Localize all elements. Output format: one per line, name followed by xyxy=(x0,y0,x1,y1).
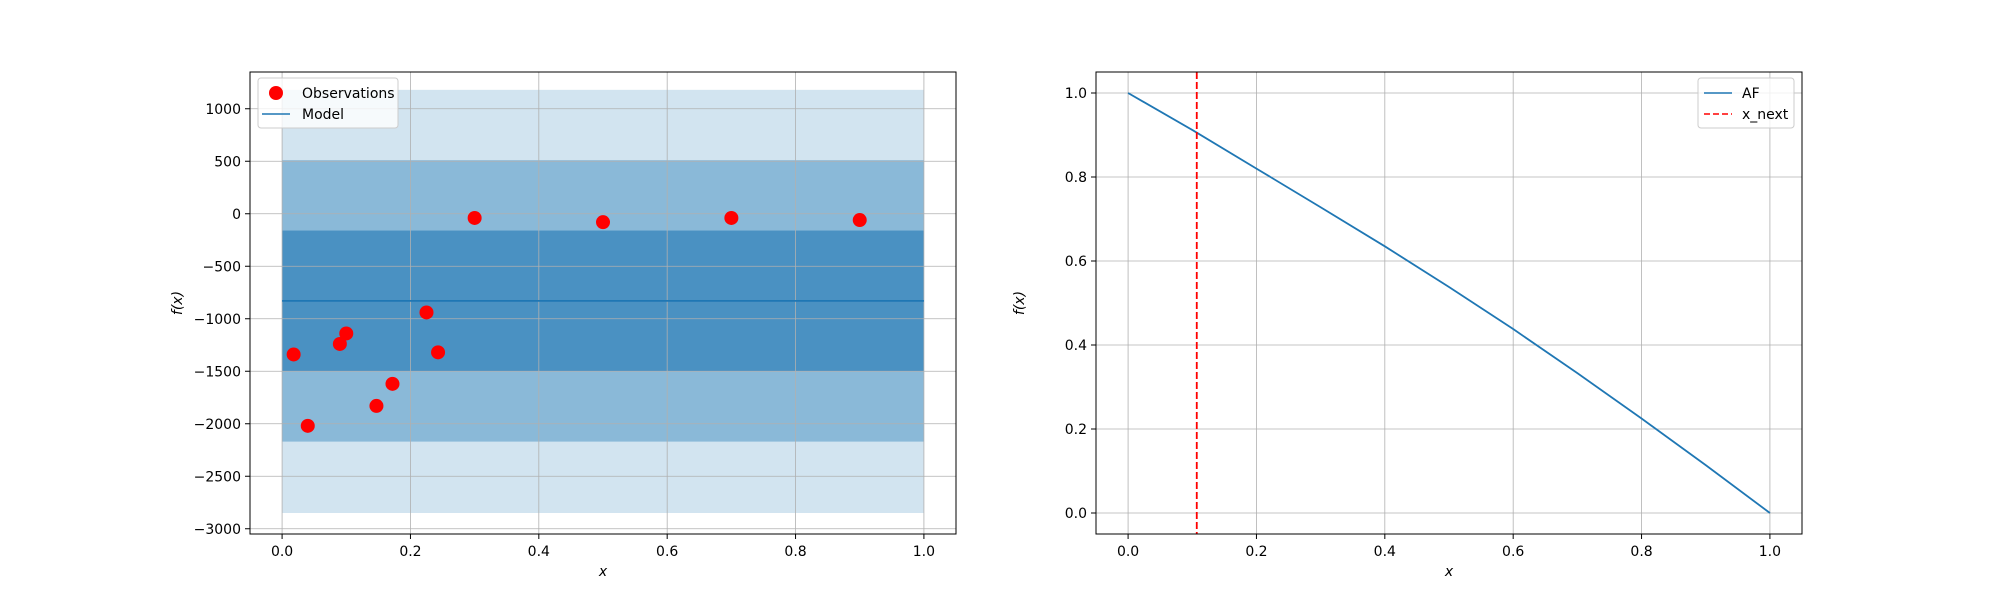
y-tick-label: 0.0 xyxy=(1065,506,1087,522)
x-tick-label: 0.4 xyxy=(1374,544,1396,560)
y-tick-label: 1.0 xyxy=(1065,86,1087,102)
right-legend: AF x_next xyxy=(1697,77,1795,129)
legend-af-label: AF xyxy=(1742,86,1760,102)
observation-point xyxy=(852,213,867,228)
y-tick-label: −1000 xyxy=(194,312,241,328)
legend-observations-label: Observations xyxy=(302,86,395,102)
observation-point xyxy=(369,398,384,413)
y-tick-label: 0.8 xyxy=(1065,170,1087,186)
observation-point xyxy=(286,347,301,362)
x-tick-label: 0.6 xyxy=(656,544,678,560)
left-axes-frame xyxy=(249,71,957,535)
left-y-ticks: 1000 500 0 −500 −1000 −1500 −2000 −2500 −3000 xyxy=(194,102,250,538)
y-tick-label: 0.2 xyxy=(1065,422,1087,438)
right-x-ticks: 0.0 0.2 0.4 0.6 0.8 1.0 xyxy=(1117,534,1781,560)
left-y-axis-label: f(x) xyxy=(170,291,186,315)
y-tick-label: 1000 xyxy=(205,102,241,118)
left-plot: 0.0 0.2 0.4 0.6 0.8 1.0 1000 500 0 −500 −1000 −150… xyxy=(170,71,957,580)
right-af-line xyxy=(1127,92,1771,514)
y-tick-label: −3000 xyxy=(194,522,241,538)
y-tick-label: 0 xyxy=(232,207,241,223)
x-tick-label: 0.8 xyxy=(784,544,806,560)
observation-point xyxy=(724,210,739,225)
right-y-ticks: 0.0 0.2 0.4 0.6 0.8 1.0 xyxy=(1065,86,1096,522)
x-tick-label: 1.0 xyxy=(913,544,935,560)
x-tick-label: 1.0 xyxy=(1759,544,1781,560)
observation-point xyxy=(385,376,400,391)
x-tick-label: 0.2 xyxy=(1245,544,1267,560)
legend-observations-marker xyxy=(269,86,283,100)
y-tick-label: −2000 xyxy=(194,417,241,433)
right-gridlines xyxy=(1096,72,1802,534)
observation-point xyxy=(339,326,354,341)
right-x-axis-label: x xyxy=(1444,564,1454,580)
x-tick-label: 0.8 xyxy=(1630,544,1652,560)
x-tick-label: 0.4 xyxy=(528,544,550,560)
observation-point xyxy=(332,336,347,351)
observation-point xyxy=(419,305,434,320)
left-x-axis-label: x xyxy=(598,564,608,580)
x-tick-label: 0.2 xyxy=(399,544,421,560)
left-x-ticks: 0.0 0.2 0.4 0.6 0.8 1.0 xyxy=(271,534,935,560)
legend-x-next-label: x_next xyxy=(1742,107,1789,123)
observation-point xyxy=(300,418,315,433)
y-tick-label: 0.6 xyxy=(1065,254,1087,270)
right-axes-frame xyxy=(1095,71,1803,535)
right-plot: 0.0 0.2 0.4 0.6 0.8 1.0 0.00.20.40.60.81.0 x … xyxy=(1012,71,1803,580)
legend-model-label: Model xyxy=(302,107,344,123)
y-tick-label: −2500 xyxy=(194,469,241,485)
x-tick-label: 0.6 xyxy=(1502,544,1524,560)
observation-point xyxy=(467,210,482,225)
x-tick-label: 0.0 xyxy=(271,544,293,560)
right-y-axis-label: f(x) xyxy=(1012,291,1028,315)
af-line xyxy=(1127,92,1771,514)
observation-point xyxy=(596,215,610,230)
right-legend-box xyxy=(1697,77,1795,129)
y-tick-label: 500 xyxy=(214,154,241,170)
y-tick-label: −500 xyxy=(203,259,241,275)
y-tick-label: 0.4 xyxy=(1065,338,1087,354)
x-tick-label: 0.0 xyxy=(1117,544,1139,560)
y-tick-label: −1500 xyxy=(194,364,241,380)
left-legend-box xyxy=(257,77,399,129)
observation-point xyxy=(431,345,446,360)
left-legend: Observations Model xyxy=(257,77,399,129)
left-observation-points xyxy=(286,210,867,433)
